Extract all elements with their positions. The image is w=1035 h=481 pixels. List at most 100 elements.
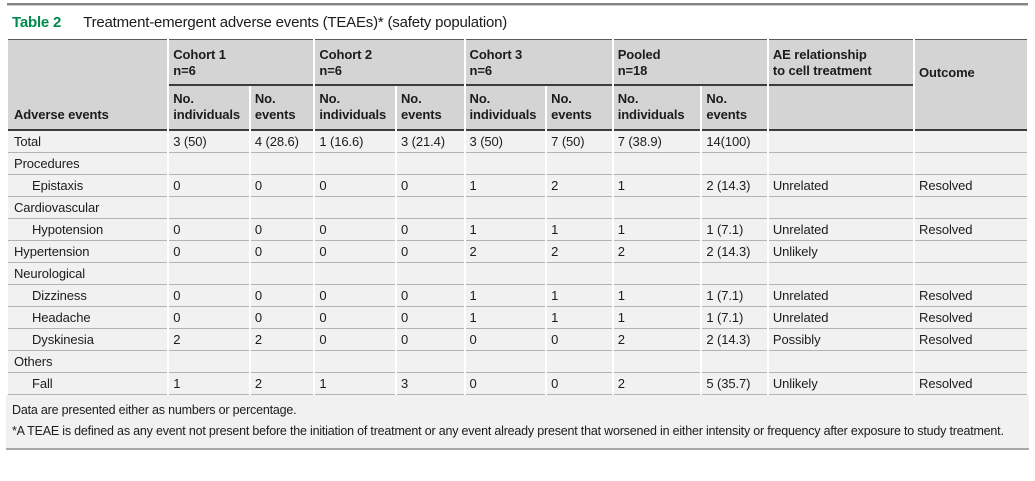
no-label: No.	[706, 91, 728, 106]
value-cell: 5 (35.7)	[702, 373, 767, 395]
table-row: Fall 1 2 1 3 0 0 2 5 (35.7) Unlikely Resolved	[8, 373, 1027, 395]
value-cell	[547, 351, 612, 373]
relationship-cell: Unlikely	[768, 241, 914, 263]
events-label: events	[706, 107, 747, 122]
value-cell: 1	[169, 373, 249, 395]
events-label: events	[254, 107, 296, 122]
paper-table-page: Table 2 Treatment-emergent adverse events…	[6, 3, 1029, 450]
value-cell: 0	[169, 285, 249, 307]
table-caption: Table 2 Treatment-emergent adverse events…	[6, 6, 1029, 39]
value-cell: 2	[613, 241, 701, 263]
relationship-cell	[768, 197, 914, 219]
value-cell	[250, 351, 314, 373]
value-cell: 0	[397, 329, 464, 351]
subheader-c3-events: No. events	[547, 86, 612, 131]
outcome-cell	[915, 351, 1027, 373]
value-cell	[613, 153, 701, 175]
subheader-c2-individuals: No. individuals	[315, 86, 396, 131]
value-cell: 1	[465, 219, 546, 241]
top-divider	[7, 3, 1028, 6]
subheader-c1-individuals: No. individuals	[169, 86, 249, 131]
sub-header-row: No. individuals No. events No. individua…	[8, 86, 1027, 131]
value-cell: 1	[465, 285, 546, 307]
column-header-adverse-events: Adverse events	[8, 39, 168, 131]
value-cell: 0	[315, 241, 396, 263]
no-label: No.	[617, 91, 639, 106]
value-cell	[250, 263, 314, 285]
value-cell	[547, 263, 612, 285]
value-cell	[702, 263, 767, 285]
individuals-label: individuals	[319, 107, 387, 122]
ae-relationship-line2: to cell treatment	[772, 63, 872, 78]
column-header-ae-relationship: AE relationship to cell treatment	[768, 39, 914, 86]
value-cell: 0	[250, 307, 314, 329]
outcome-cell	[915, 263, 1027, 285]
cohort1-label: Cohort 1	[173, 47, 226, 62]
value-cell: 2	[169, 329, 249, 351]
subheader-ae-relationship-spacer	[768, 86, 914, 131]
relationship-cell: Unrelated	[768, 285, 914, 307]
value-cell: 0	[169, 307, 249, 329]
outcome-cell	[915, 131, 1027, 153]
value-cell: 1	[613, 307, 701, 329]
value-cell: 1	[613, 219, 701, 241]
no-label: No.	[254, 91, 276, 106]
value-cell: 2 (14.3)	[702, 329, 767, 351]
no-label: No.	[319, 91, 341, 106]
ae-relationship-line1: AE relationship	[772, 47, 867, 62]
column-group-cohort3: Cohort 3 n=6	[465, 39, 612, 86]
subheader-c2-events: No. events	[397, 86, 464, 131]
table-row: Dizziness 0 0 0 0 1 1 1 1 (7.1) Unrelated Resolved	[8, 285, 1027, 307]
relationship-cell: Unrelated	[768, 307, 914, 329]
value-cell	[169, 153, 249, 175]
value-cell: 2	[613, 373, 701, 395]
value-cell: 1 (7.1)	[702, 285, 767, 307]
column-header-outcome: Outcome	[915, 39, 1027, 86]
value-cell	[397, 263, 464, 285]
value-cell: 3 (21.4)	[397, 131, 464, 153]
value-cell: 0	[169, 175, 249, 197]
value-cell	[702, 197, 767, 219]
subheader-c1-events: No. events	[250, 86, 314, 131]
value-cell: 3	[397, 373, 464, 395]
category-row: Neurological	[8, 263, 1027, 285]
value-cell: 0	[250, 175, 314, 197]
value-cell: 1 (16.6)	[315, 131, 396, 153]
value-cell	[397, 351, 464, 373]
column-group-cohort1: Cohort 1 n=6	[169, 39, 314, 86]
table-row: Total 3 (50) 4 (28.6) 1 (16.6) 3 (21.4) 3 (50…	[8, 131, 1027, 153]
value-cell: 0	[250, 241, 314, 263]
no-label: No.	[551, 91, 572, 106]
column-group-cohort2: Cohort 2 n=6	[315, 39, 464, 86]
table-row: Epistaxis 0 0 0 0 1 2 1 2 (14.3) Unrelated Resolve…	[8, 175, 1027, 197]
value-cell: 2	[547, 241, 612, 263]
value-cell: 0	[397, 307, 464, 329]
outcome-cell	[915, 153, 1027, 175]
value-cell	[613, 263, 701, 285]
value-cell: 2	[613, 329, 701, 351]
pooled-label: Pooled	[617, 47, 661, 62]
value-cell: 0	[315, 175, 396, 197]
table-row: Dyskinesia 2 2 0 0 0 0 2 2 (14.3) Possibly Resolve…	[8, 329, 1027, 351]
relationship-cell	[768, 351, 914, 373]
value-cell	[250, 197, 314, 219]
value-cell	[547, 153, 612, 175]
value-cell: 2	[250, 329, 314, 351]
value-cell: 0	[397, 219, 464, 241]
value-cell	[169, 351, 249, 373]
no-label: No.	[469, 91, 491, 106]
value-cell: 0	[250, 219, 314, 241]
value-cell: 1 (7.1)	[702, 219, 767, 241]
category-row: Procedures	[8, 153, 1027, 175]
value-cell: 0	[315, 219, 396, 241]
value-cell	[702, 153, 767, 175]
value-cell	[613, 197, 701, 219]
individuals-label: individuals	[469, 107, 537, 122]
value-cell: 3 (50)	[465, 131, 546, 153]
outcome-cell	[915, 241, 1027, 263]
row-label: Total	[8, 131, 168, 153]
value-cell	[315, 153, 396, 175]
row-label: Neurological	[8, 263, 168, 285]
outcome-cell: Resolved	[915, 373, 1027, 395]
relationship-cell	[768, 153, 914, 175]
